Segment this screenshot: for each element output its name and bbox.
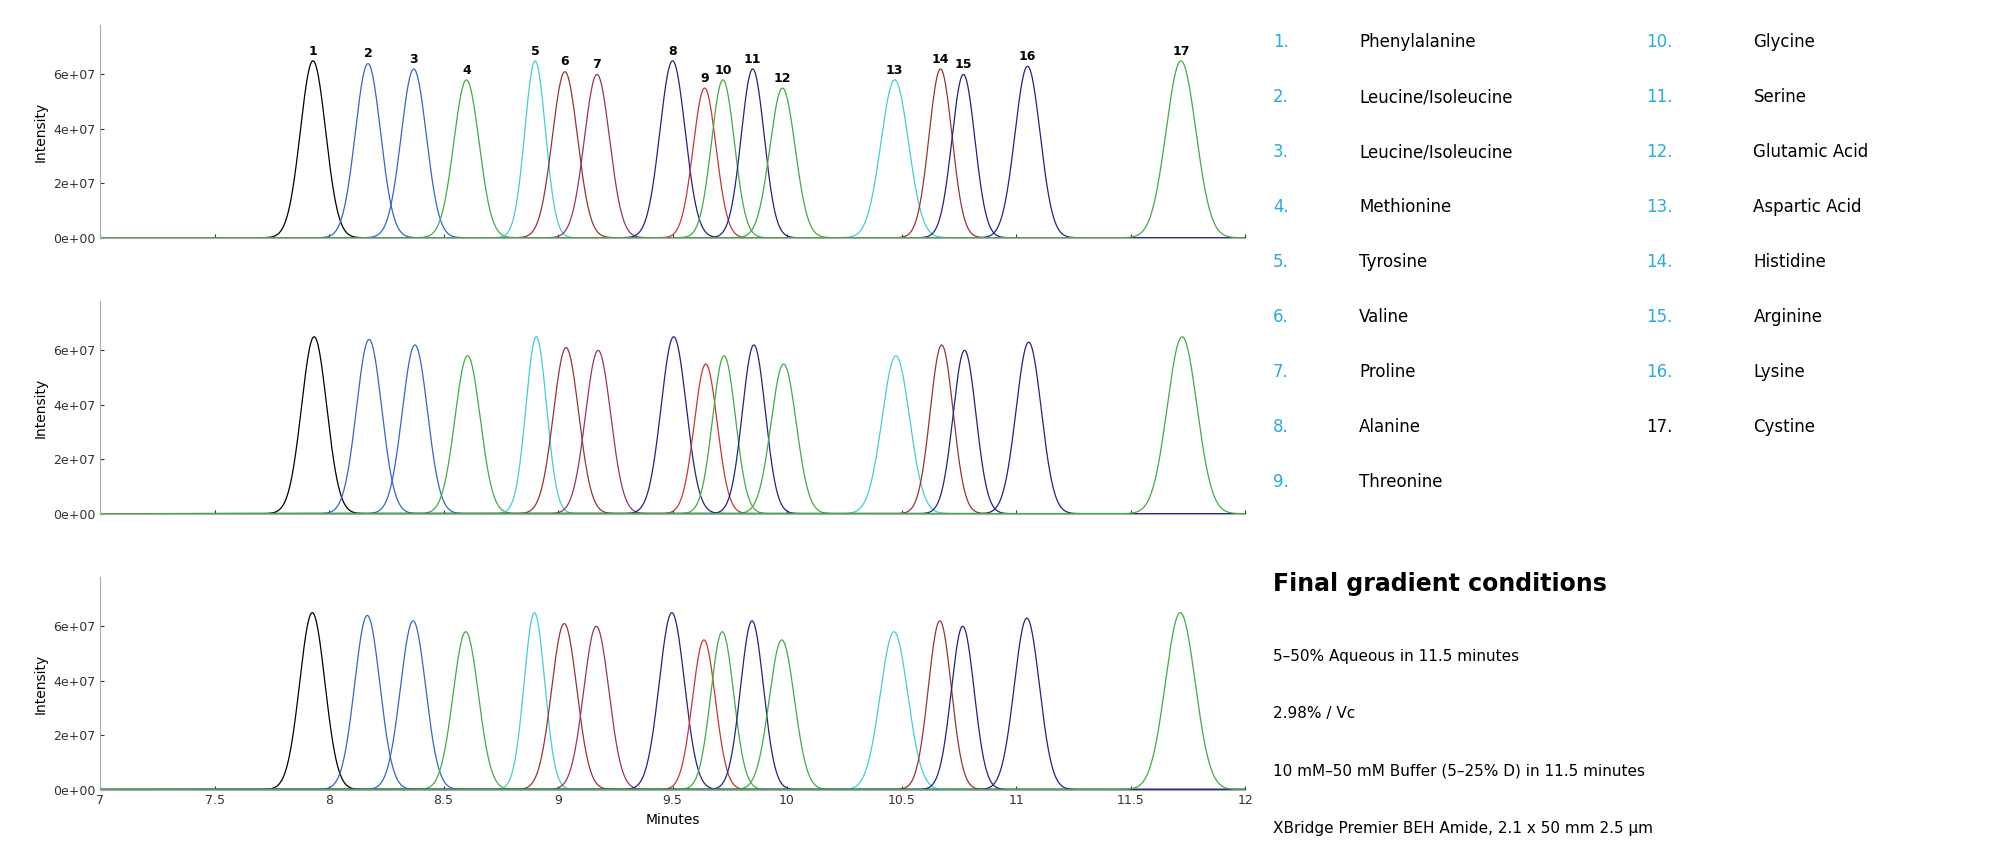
- Text: Proline: Proline: [1360, 363, 1416, 381]
- Text: Glycine: Glycine: [1754, 33, 1816, 51]
- Text: 7: 7: [592, 59, 602, 71]
- Text: Alanine: Alanine: [1360, 419, 1422, 436]
- Text: 16: 16: [1018, 50, 1036, 63]
- Text: Threonine: Threonine: [1360, 473, 1442, 492]
- Text: 9: 9: [700, 72, 708, 85]
- Text: 17: 17: [1172, 45, 1190, 58]
- Text: 2.: 2.: [1274, 88, 1288, 106]
- Text: 3: 3: [410, 53, 418, 65]
- Text: 11.: 11.: [1646, 88, 1672, 106]
- Text: Lysine: Lysine: [1754, 363, 1806, 381]
- Text: 6: 6: [560, 55, 570, 69]
- Y-axis label: Intensity: Intensity: [34, 654, 48, 713]
- Text: 10 mM–50 mM Buffer (5–25% D) in 11.5 minutes: 10 mM–50 mM Buffer (5–25% D) in 11.5 min…: [1274, 763, 1646, 779]
- Text: 8: 8: [668, 45, 676, 58]
- Text: 15: 15: [954, 59, 972, 71]
- Text: Glutamic Acid: Glutamic Acid: [1754, 143, 1868, 161]
- Text: Arginine: Arginine: [1754, 308, 1822, 326]
- Text: 8.: 8.: [1274, 419, 1288, 436]
- Text: 14: 14: [932, 53, 950, 65]
- Text: 1: 1: [308, 45, 318, 58]
- Y-axis label: Intensity: Intensity: [34, 102, 48, 161]
- Text: 1.: 1.: [1274, 33, 1288, 51]
- Text: 10.: 10.: [1646, 33, 1672, 51]
- Text: 7.: 7.: [1274, 363, 1288, 381]
- Text: 11: 11: [744, 53, 762, 65]
- Text: 15.: 15.: [1646, 308, 1672, 326]
- Text: Serine: Serine: [1754, 88, 1806, 106]
- Text: 6.: 6.: [1274, 308, 1288, 326]
- Y-axis label: Intensity: Intensity: [34, 378, 48, 437]
- Text: Leucine/Isoleucine: Leucine/Isoleucine: [1360, 143, 1512, 161]
- Text: Aspartic Acid: Aspartic Acid: [1754, 198, 1862, 216]
- Text: XBridge Premier BEH Amide, 2.1 x 50 mm 2.5 μm: XBridge Premier BEH Amide, 2.1 x 50 mm 2…: [1274, 821, 1654, 835]
- Text: 9.: 9.: [1274, 473, 1288, 492]
- Text: Histidine: Histidine: [1754, 253, 1826, 271]
- Text: Phenylalanine: Phenylalanine: [1360, 33, 1476, 51]
- Text: Cystine: Cystine: [1754, 419, 1816, 436]
- Text: 5–50% Aqueous in 11.5 minutes: 5–50% Aqueous in 11.5 minutes: [1274, 649, 1520, 664]
- Text: 5.: 5.: [1274, 253, 1288, 271]
- Text: 12.: 12.: [1646, 143, 1672, 161]
- Text: 2.98% / Vc: 2.98% / Vc: [1274, 706, 1356, 721]
- Text: 14.: 14.: [1646, 253, 1672, 271]
- Text: 13: 13: [886, 64, 904, 76]
- Text: 5: 5: [530, 45, 540, 58]
- Text: Valine: Valine: [1360, 308, 1410, 326]
- Text: Final gradient conditions: Final gradient conditions: [1274, 572, 1606, 596]
- Text: 10: 10: [714, 64, 732, 76]
- Text: 4.: 4.: [1274, 198, 1288, 216]
- Text: 17.: 17.: [1646, 419, 1672, 436]
- Text: 13.: 13.: [1646, 198, 1672, 216]
- Text: 12: 12: [774, 72, 792, 85]
- Text: Methionine: Methionine: [1360, 198, 1452, 216]
- Text: 3.: 3.: [1274, 143, 1288, 161]
- Text: Tyrosine: Tyrosine: [1360, 253, 1428, 271]
- Text: Leucine/Isoleucine: Leucine/Isoleucine: [1360, 88, 1512, 106]
- Text: 2: 2: [364, 48, 372, 60]
- X-axis label: Minutes: Minutes: [646, 813, 700, 827]
- Text: 4: 4: [462, 64, 470, 76]
- Text: 16.: 16.: [1646, 363, 1672, 381]
